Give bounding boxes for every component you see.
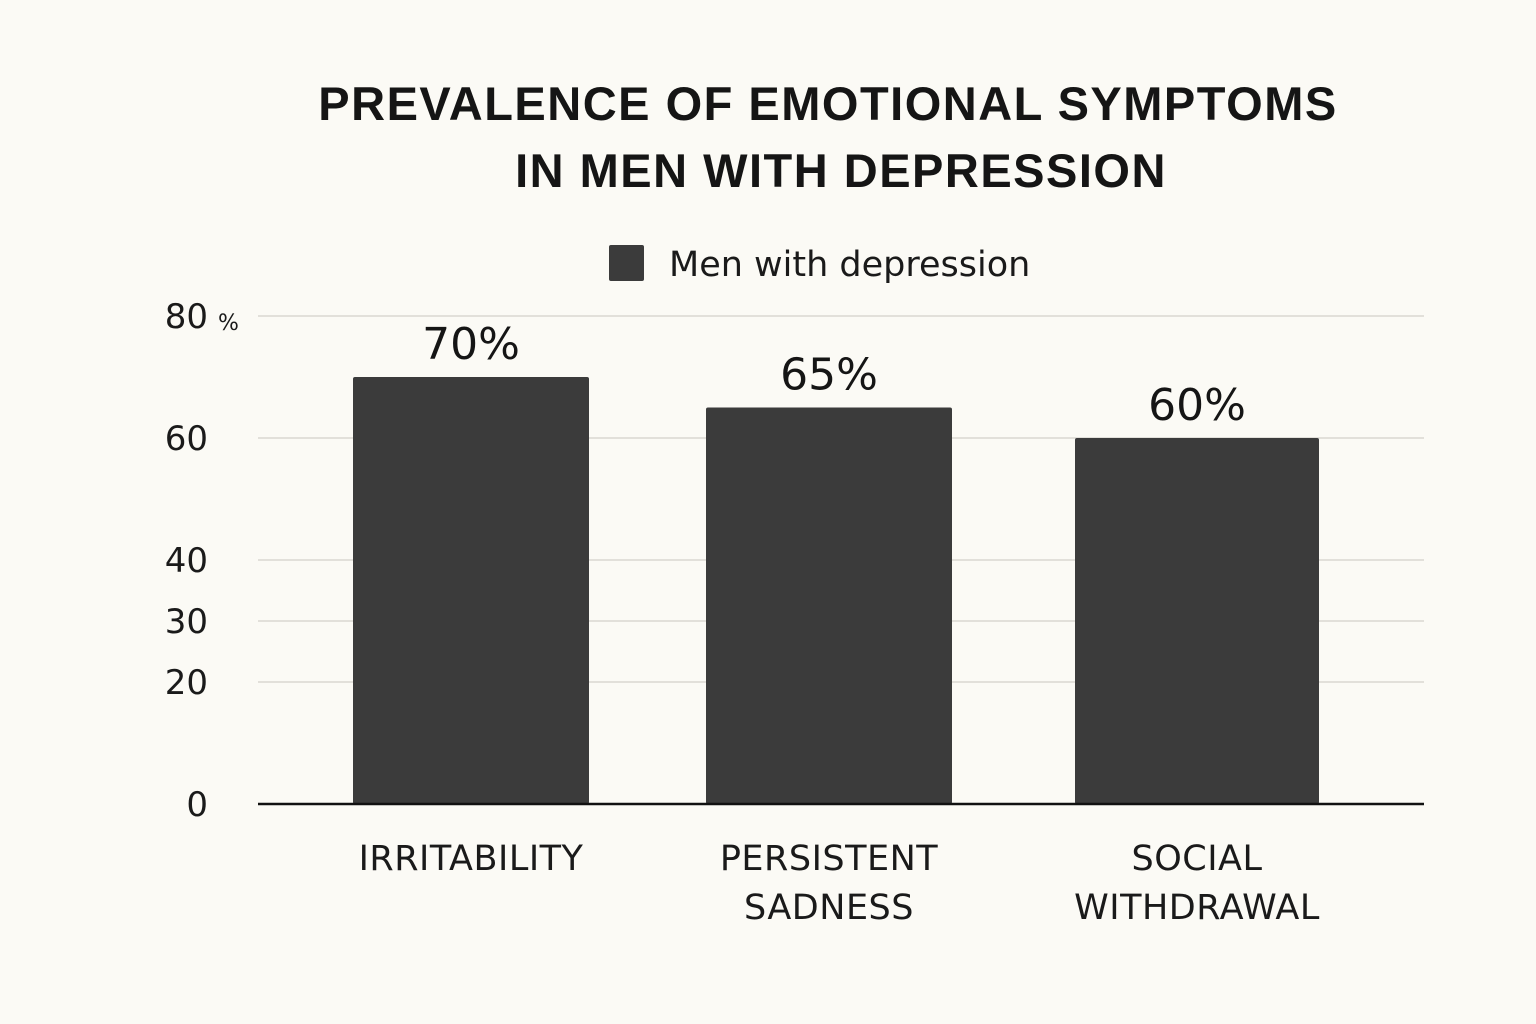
legend-swatch	[609, 245, 644, 281]
x-axis: IRRITABILITY PERSISTENT SADNESS SOCIAL WITHD…	[258, 802, 1424, 928]
y-unit-label: %	[218, 311, 239, 336]
chart-title-line-1: PREVALENCE OF EMOTIONAL SYMPTOMS	[318, 77, 1337, 130]
y-tick-label: 30	[165, 602, 208, 642]
bar	[353, 377, 589, 804]
y-tick-label: 60	[165, 419, 208, 459]
legend: Men with depression	[609, 245, 1030, 285]
x-tick-label: SOCIAL	[1132, 839, 1263, 879]
x-tick-label: WITHDRAWAL	[1074, 888, 1320, 928]
chart-title: PREVALENCE OF EMOTIONAL SYMPTOMS IN MEN …	[318, 77, 1337, 197]
y-tick-label: 80	[165, 297, 208, 337]
legend-label: Men with depression	[669, 245, 1030, 285]
bar-value-label: 65%	[780, 350, 878, 401]
y-tick-label: 40	[165, 541, 208, 581]
x-tick-label: SADNESS	[744, 888, 914, 928]
chart-title-line-2: IN MEN WITH DEPRESSION	[515, 144, 1167, 197]
y-tick-label: 0	[186, 785, 208, 825]
bar	[706, 407, 952, 804]
bars	[353, 377, 1319, 804]
y-axis: 0 20 30 40 60 80%	[165, 297, 239, 825]
bar-value-label: 70%	[422, 319, 520, 370]
bar-value-label: 60%	[1148, 380, 1246, 431]
y-tick-label: 20	[165, 663, 208, 703]
x-tick-label: PERSISTENT	[720, 839, 938, 879]
x-tick-label: IRRITABILITY	[359, 839, 584, 879]
bar	[1075, 438, 1319, 804]
value-labels: 70% 65% 60%	[422, 319, 1246, 431]
